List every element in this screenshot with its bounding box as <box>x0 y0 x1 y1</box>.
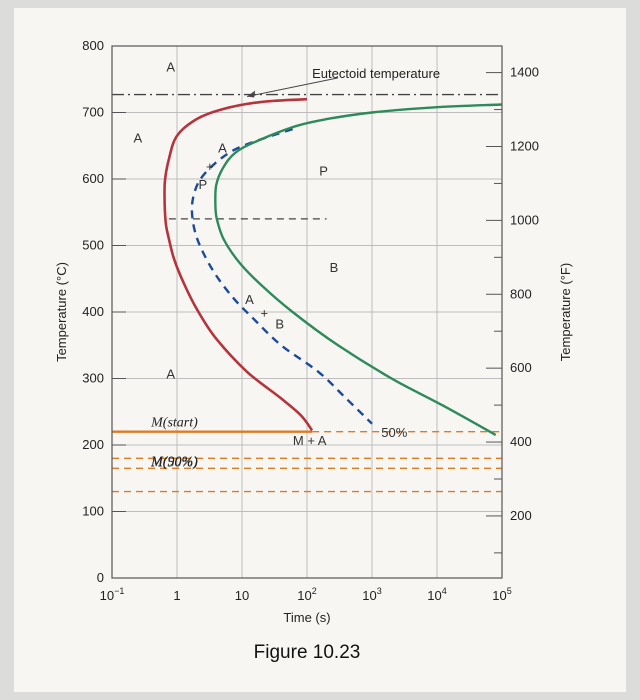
y-tick-label-c: 200 <box>82 437 104 452</box>
x-tick-label: 1 <box>173 588 180 603</box>
annotation-ap-p: P <box>199 177 208 192</box>
annotation-ap-plus: + <box>206 159 214 174</box>
annotation-a-top: A <box>166 59 175 74</box>
annotation-a-lower: A <box>166 367 175 382</box>
series-mid <box>190 127 373 425</box>
y-tick-label-c: 700 <box>82 105 104 120</box>
x-tick-label: 102 <box>297 586 316 603</box>
annotation-ab-b: B <box>275 317 284 332</box>
y-tick-label-c: 500 <box>82 238 104 253</box>
y-tick-label-c: 0 <box>97 570 104 585</box>
x-axis-label: Time (s) <box>283 610 330 625</box>
y-tick-label-c: 300 <box>82 371 104 386</box>
x-tick-label: 104 <box>427 586 446 603</box>
figure-card: 0 100 200 300 400 500 600 700 800 200 400 600 800 100… <box>14 8 626 692</box>
y-tick-label-f: 800 <box>510 286 532 301</box>
series-start <box>163 97 314 432</box>
figure-caption: Figure 10.23 <box>254 642 361 663</box>
y-tick-label-f: 1400 <box>510 65 539 80</box>
y-tick-label-f: 200 <box>510 508 532 523</box>
y-axis-label-celsius: Temperature (°C) <box>54 262 69 362</box>
annotation-ab-a: A <box>245 292 254 307</box>
reference-lines <box>112 93 502 493</box>
y-tick-label-c: 600 <box>82 171 104 186</box>
plot-frame <box>111 45 503 579</box>
y-axis-label-fahrenheit: Temperature (°F) <box>558 263 573 361</box>
y-tick-label-f: 1000 <box>510 212 539 227</box>
annotation-ap-a: A <box>218 140 227 155</box>
annotation-a-left: A <box>134 130 143 145</box>
eutectoid-label: Eutectoid temperature <box>312 66 440 81</box>
annotation-p-region: P <box>319 164 328 179</box>
y-tick-label-f: 600 <box>510 360 532 375</box>
grid <box>112 46 502 578</box>
annotation-ab-plus: + <box>260 305 268 320</box>
m50-label: M(50%) <box>150 456 198 471</box>
ttt-diagram-chart: 0 100 200 300 400 500 600 700 800 200 400 600 800 100… <box>54 38 573 663</box>
series-end <box>214 103 503 437</box>
y-tick-label-c: 400 <box>82 304 104 319</box>
tick-labels: 0 100 200 300 400 500 600 700 800 200 400 600 800 100… <box>82 38 539 603</box>
x-tick-label: 103 <box>362 586 381 603</box>
annotation-m-plus-a: M + A <box>293 433 327 448</box>
region-annotations: A A A P B M + A 50% A + P A + B <box>134 59 408 448</box>
y-tick-label-c: 100 <box>82 504 104 519</box>
annotation-b-region: B <box>330 260 339 275</box>
m90-label: M(90%) <box>150 455 198 470</box>
y-tick-label-c: 800 <box>82 38 104 53</box>
eutectoid-arrowhead <box>247 90 256 98</box>
transformation-curves <box>163 97 503 437</box>
y-tick-label-f: 1200 <box>510 138 539 153</box>
x-tick-label: 105 <box>492 586 511 603</box>
x-tick-label: 10−1 <box>100 586 125 603</box>
annotation-fifty-pct: 50% <box>381 425 407 440</box>
eutectoid-arrow <box>247 77 339 98</box>
m-start-label: M(start) <box>150 415 198 430</box>
y-tick-label-f: 400 <box>510 434 532 449</box>
x-tick-label: 10 <box>235 588 249 603</box>
